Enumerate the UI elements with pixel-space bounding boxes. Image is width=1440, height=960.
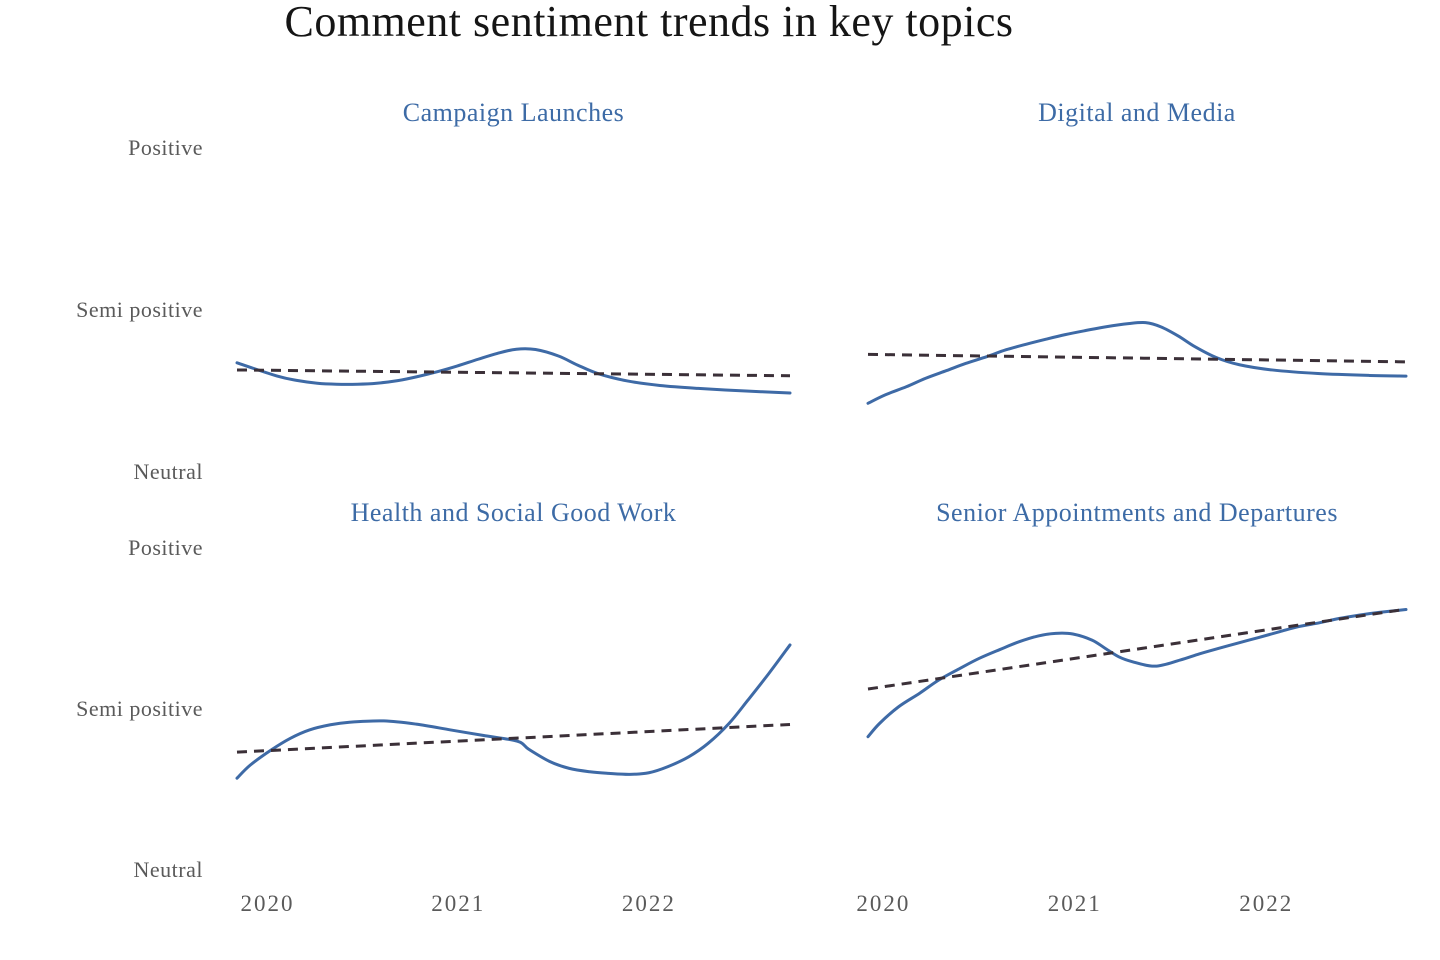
x-axis-label: 2020 — [240, 891, 295, 916]
x-axis-label: 2022 — [621, 891, 676, 916]
trend-line — [867, 352, 1407, 364]
sentiment-line — [235, 643, 792, 780]
y-axis-label: Neutral — [133, 459, 203, 484]
y-axis-label: Positive — [128, 535, 203, 560]
trend-line — [236, 368, 791, 378]
y-axis-label: Positive — [128, 135, 203, 160]
x-axis-label: 2022 — [1239, 891, 1294, 916]
x-axis-label: 2020 — [856, 891, 911, 916]
y-axis-label: Neutral — [133, 857, 203, 882]
trend-line — [867, 607, 1407, 691]
panel-title-campaign-launches: Campaign Launches — [402, 98, 625, 127]
panel-health-and-social-good-work — [235, 548, 792, 870]
panel-digital-and-media — [866, 148, 1408, 472]
panel-campaign-launches — [235, 148, 792, 472]
sentiment-line — [866, 320, 1408, 405]
x-axis-label: 2021 — [1047, 891, 1102, 916]
panel-title-health-and-social-good-work: Health and Social Good Work — [350, 498, 677, 527]
panel-title-digital-and-media: Digital and Media — [1038, 98, 1236, 127]
panel-title-senior-appointments-and-departures: Senior Appointments and Departures — [936, 498, 1338, 527]
sentiment-line — [866, 608, 1408, 739]
trend-line — [236, 722, 791, 754]
sentiment-line — [235, 347, 792, 395]
x-axis-label: 2021 — [431, 891, 486, 916]
figure-title: Comment sentiment trends in key topics — [284, 0, 1014, 46]
y-axis-label: Semi positive — [76, 696, 203, 721]
panel-senior-appointments-and-departures — [866, 548, 1408, 870]
y-axis-label: Semi positive — [76, 297, 203, 322]
